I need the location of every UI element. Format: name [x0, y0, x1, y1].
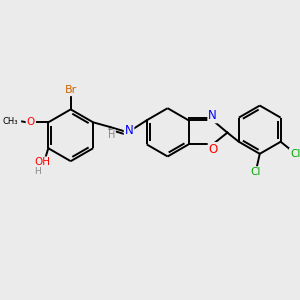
- Text: CH₃: CH₃: [2, 117, 18, 126]
- Text: O: O: [26, 117, 35, 127]
- Text: N: N: [125, 124, 134, 137]
- Text: OH: OH: [34, 158, 50, 167]
- Text: O: O: [208, 143, 218, 156]
- Text: Cl: Cl: [290, 148, 300, 158]
- Text: H: H: [108, 130, 115, 140]
- Text: H: H: [34, 167, 41, 176]
- Text: Br: Br: [64, 85, 77, 95]
- Text: N: N: [208, 110, 217, 122]
- Text: Cl: Cl: [250, 167, 260, 177]
